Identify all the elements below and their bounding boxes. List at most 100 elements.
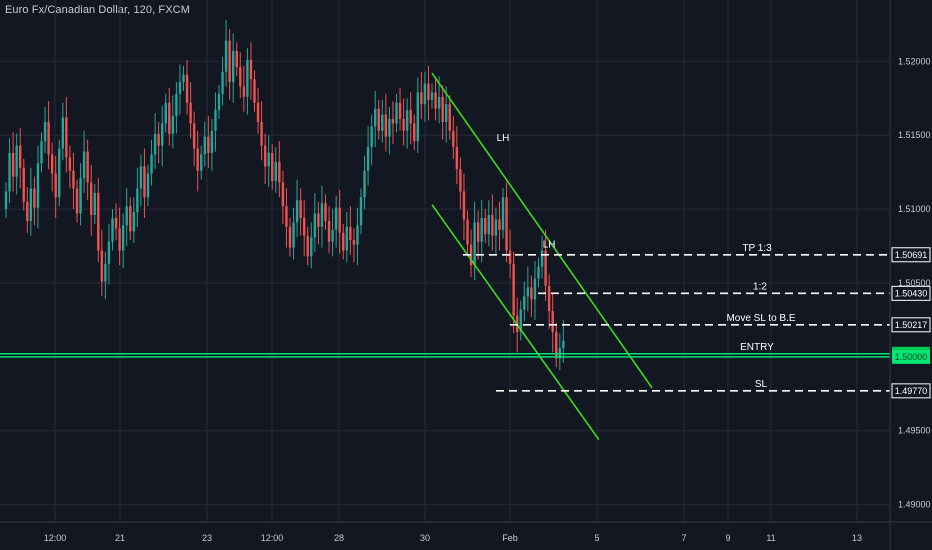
current-price-label: 1.50000 xyxy=(895,352,928,362)
candle-body xyxy=(8,152,11,192)
candle-body xyxy=(4,191,8,210)
candle-body xyxy=(306,235,309,257)
x-tick-label: 28 xyxy=(334,533,344,543)
candle-body xyxy=(295,200,299,223)
candle-body xyxy=(224,40,228,72)
candle-body xyxy=(445,104,448,122)
candle-body xyxy=(320,203,324,227)
candle-body xyxy=(164,102,167,124)
candle-body xyxy=(281,182,285,207)
candle-body xyxy=(61,117,64,149)
candle-body xyxy=(377,108,380,131)
candle-body xyxy=(136,188,139,213)
candle-body xyxy=(356,225,359,245)
channel-lower-line[interactable] xyxy=(431,204,600,441)
level-price-box[interactable] xyxy=(891,317,931,333)
candle-body xyxy=(448,104,451,131)
x-tick-label: 23 xyxy=(202,533,212,543)
level-price-box[interactable] xyxy=(891,285,931,301)
chart-title: Euro Fx/Canadian Dollar, 120, FXCM xyxy=(5,4,190,16)
candle-body xyxy=(121,225,125,251)
candle-body xyxy=(391,118,395,124)
channel-upper-line[interactable] xyxy=(431,72,653,389)
current-price-box[interactable] xyxy=(892,349,930,364)
candle-body xyxy=(178,82,182,94)
candle-body xyxy=(310,237,313,257)
candle-body xyxy=(68,157,72,171)
candle-body xyxy=(47,121,50,155)
candle-body xyxy=(299,200,302,218)
x-tick-label: 7 xyxy=(681,533,686,543)
lh-annotation: LH xyxy=(543,240,556,251)
candle-body xyxy=(452,130,455,148)
candle-body xyxy=(153,133,157,155)
candle-body xyxy=(203,136,206,155)
time-axis[interactable]: 12:00 21 23 12:00 28 30 Feb 5 7 9 11 13 xyxy=(0,521,932,543)
price-axis[interactable]: 1.52000 1.51500 1.51000 1.50500 1.49500 1.490… xyxy=(889,0,931,550)
candle-body xyxy=(168,102,171,134)
y-tick-label: 1.50500 xyxy=(898,278,931,288)
candle-body xyxy=(523,296,526,310)
candle-body xyxy=(437,96,441,109)
candle-body xyxy=(508,250,512,264)
candle-body xyxy=(292,222,295,248)
candle-body xyxy=(175,93,178,117)
candle-body xyxy=(476,222,480,242)
candle-body xyxy=(139,166,143,189)
candle-body xyxy=(143,166,146,198)
candle-body xyxy=(405,110,409,131)
candle-body xyxy=(100,250,104,282)
candle-body xyxy=(526,287,530,297)
candle-body xyxy=(363,170,366,198)
candle-body xyxy=(338,207,341,233)
trend-channel[interactable] xyxy=(431,72,653,441)
candle-body xyxy=(235,51,238,68)
candle-body xyxy=(242,86,246,97)
candle-body xyxy=(54,173,57,198)
annotations: LH LH xyxy=(497,133,556,250)
candle-body xyxy=(313,213,317,238)
candle-body xyxy=(79,178,82,214)
candle-body xyxy=(196,148,199,171)
candle-body xyxy=(75,188,79,214)
level-price-box[interactable] xyxy=(891,383,931,399)
candle-body xyxy=(420,92,423,105)
candle-body xyxy=(555,331,558,359)
price-levels[interactable]: TP 1:3 1:2 Move SL to B.E ENTRY SL xyxy=(0,243,890,392)
candle-body xyxy=(427,83,430,100)
candle-body xyxy=(395,102,398,124)
y-tick-label: 1.51500 xyxy=(898,130,931,140)
candle-body xyxy=(345,226,348,251)
candle-body xyxy=(118,228,121,251)
candle-body xyxy=(327,220,331,242)
candle-body xyxy=(107,241,111,264)
candle-body xyxy=(494,219,498,236)
candle-body xyxy=(19,145,22,168)
candle-body xyxy=(334,207,338,230)
candle-body xyxy=(43,121,47,142)
level-price-label: 1.50430 xyxy=(895,288,928,298)
candles xyxy=(4,20,565,371)
candle-body xyxy=(285,206,288,227)
candle-body xyxy=(423,83,427,105)
candle-body xyxy=(533,278,537,300)
candle-body xyxy=(381,114,384,131)
candle-body xyxy=(349,226,352,241)
candle-body xyxy=(246,59,249,97)
x-tick-label: Feb xyxy=(502,533,518,543)
candle-body xyxy=(342,232,345,251)
y-tick-label: 1.49500 xyxy=(898,426,931,436)
candle-body xyxy=(466,219,469,245)
level-label: ENTRY xyxy=(740,342,774,353)
level-label: TP 1:3 xyxy=(742,243,772,254)
candle-body xyxy=(114,217,118,229)
candle-body xyxy=(249,59,253,80)
candle-body xyxy=(484,217,487,235)
candle-body xyxy=(200,154,203,171)
level-price-box[interactable] xyxy=(891,247,931,263)
grid xyxy=(0,0,890,522)
candle-body xyxy=(441,96,444,122)
candle-body xyxy=(501,197,505,230)
candle-body xyxy=(214,110,217,131)
